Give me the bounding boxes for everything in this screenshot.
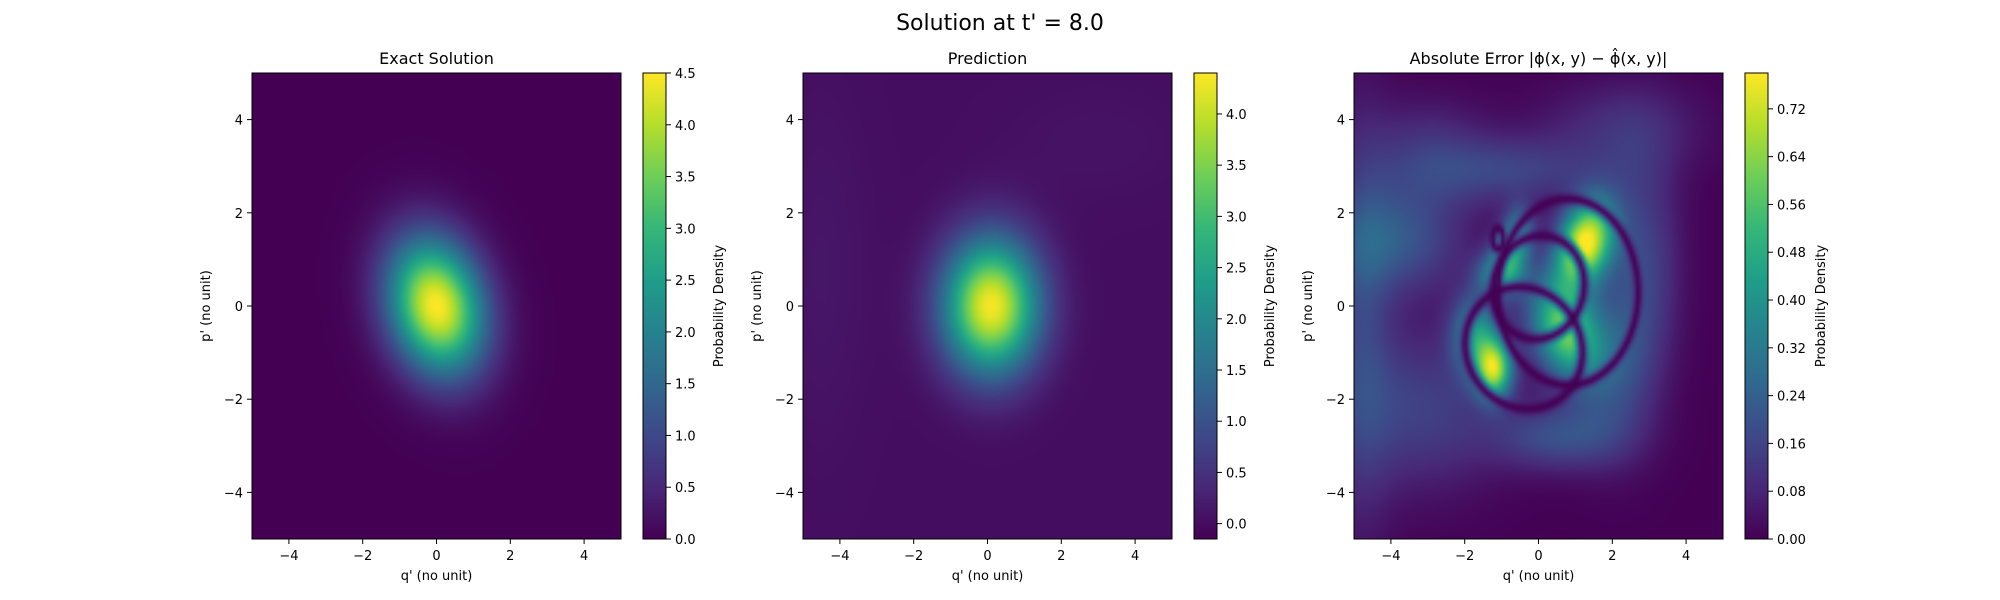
colorbar-label: Probability Density (1814, 245, 1829, 368)
x-tick-label: −4 (830, 549, 849, 564)
colorbar-tick-label: 3.0 (675, 222, 696, 237)
y-tick-label: 0 (1337, 300, 1345, 315)
colorbar-tick-label: 0.64 (1777, 151, 1806, 166)
x-axis-label: q' (no unit) (952, 569, 1024, 584)
heatmap-image (803, 73, 1172, 539)
x-tick-label: 4 (1131, 549, 1139, 564)
colorbar-label: Probability Density (712, 245, 727, 368)
colorbar-gradient (1194, 73, 1217, 539)
y-tick-label: −4 (775, 486, 794, 501)
panels-group: Exact Solution −4 −2 0 2 4 −4 −2 0 2 4 q' (no unit)… (199, 48, 1829, 584)
x-tick-label: 4 (1682, 549, 1690, 564)
colorbar-tick-label: 1.0 (1226, 415, 1247, 430)
heatmap-image (252, 73, 621, 539)
colorbar-tick-label: 0.5 (1226, 466, 1247, 481)
colorbar-tick-label: 3.5 (1226, 159, 1247, 174)
colorbar-tick-label: 4.0 (675, 119, 696, 134)
colorbar-tick-label: 0.48 (1777, 246, 1806, 261)
colorbar-tick-label: 0.16 (1777, 437, 1806, 452)
y-tick-label: 2 (1337, 207, 1345, 222)
chart-panel-1: Exact Solution −4 −2 0 2 4 −4 −2 0 2 4 q' (no unit)… (199, 49, 727, 584)
colorbar-tick-label: 0.56 (1777, 198, 1806, 213)
colorbar-frame (1193, 72, 1218, 540)
x-tick-label: −4 (279, 549, 298, 564)
colorbar-tick-label: 2.5 (1226, 262, 1247, 277)
y-tick-label: 4 (786, 114, 794, 129)
x-tick-label: −2 (904, 549, 923, 564)
y-axis-label: p' (no unit) (750, 270, 765, 342)
panel-title: Prediction (948, 49, 1027, 68)
x-axis-label: q' (no unit) (1503, 569, 1575, 584)
y-tick-label: 4 (1337, 114, 1345, 129)
colorbar-frame (642, 72, 667, 540)
x-axis-label: q' (no unit) (401, 569, 473, 584)
x-tick-label: 0 (1534, 549, 1542, 564)
colorbar-label: Probability Density (1263, 245, 1278, 368)
colorbar-tick-label: 4.0 (1226, 108, 1247, 123)
y-tick-label: −2 (775, 393, 794, 408)
colorbar-tick-label: 2.5 (675, 274, 696, 289)
x-tick-label: −2 (1455, 549, 1474, 564)
figure-suptitle: Solution at t' = 8.0 (896, 11, 1104, 36)
colorbar-tick-label: 0.0 (1226, 518, 1247, 533)
colorbar-tick-label: 3.0 (1226, 210, 1247, 225)
heatmap-image (1354, 73, 1723, 539)
colorbar-tick-label: 0.00 (1777, 533, 1806, 548)
colorbar-tick-label: 4.5 (675, 67, 696, 82)
y-tick-label: 0 (786, 300, 794, 315)
colorbar-gradient (1745, 73, 1768, 539)
chart-panel-3: Absolute Error |ϕ(x, y) − ϕ̂(x, y)| −4 −2 0… (1301, 48, 1829, 584)
y-tick-label: −2 (224, 393, 243, 408)
colorbar-tick-label: 0.24 (1777, 390, 1806, 405)
y-tick-label: 4 (235, 114, 243, 129)
colorbar-tick-label: 0.40 (1777, 294, 1806, 309)
y-axis-label: p' (no unit) (1301, 270, 1316, 342)
x-tick-label: −4 (1381, 549, 1400, 564)
colorbar-tick-label: 2.0 (675, 326, 696, 341)
colorbar-tick-label: 3.5 (675, 171, 696, 186)
panel-title: Absolute Error |ϕ(x, y) − ϕ̂(x, y)| (1410, 48, 1668, 68)
x-tick-label: 2 (506, 549, 514, 564)
y-axis-label: p' (no unit) (199, 270, 214, 342)
chart-panel-2: Prediction −4 −2 0 2 4 −4 −2 0 2 4 q' (no unit) p' (… (750, 49, 1278, 584)
colorbar-frame (1744, 72, 1769, 540)
y-tick-label: −4 (224, 486, 243, 501)
y-tick-label: −4 (1326, 486, 1345, 501)
y-tick-label: −2 (1326, 393, 1345, 408)
colorbar-tick-label: 0.72 (1777, 103, 1806, 118)
x-tick-label: 0 (432, 549, 440, 564)
y-tick-label: 2 (786, 207, 794, 222)
x-tick-label: −2 (353, 549, 372, 564)
panel-title: Exact Solution (379, 49, 494, 68)
colorbar-tick-label: 1.5 (1226, 364, 1247, 379)
y-tick-label: 2 (235, 207, 243, 222)
colorbar-tick-label: 0.0 (675, 533, 696, 548)
colorbar-tick-label: 2.0 (1226, 313, 1247, 328)
colorbar-tick-label: 1.0 (675, 429, 696, 444)
colorbar-tick-label: 0.08 (1777, 485, 1806, 500)
x-tick-label: 2 (1057, 549, 1065, 564)
x-tick-label: 2 (1608, 549, 1616, 564)
colorbar-gradient (643, 73, 666, 539)
y-tick-label: 0 (235, 300, 243, 315)
colorbar-tick-label: 0.5 (675, 481, 696, 496)
x-tick-label: 4 (580, 549, 588, 564)
colorbar-tick-label: 0.32 (1777, 342, 1806, 357)
x-tick-label: 0 (983, 549, 991, 564)
colorbar-tick-label: 1.5 (675, 378, 696, 393)
